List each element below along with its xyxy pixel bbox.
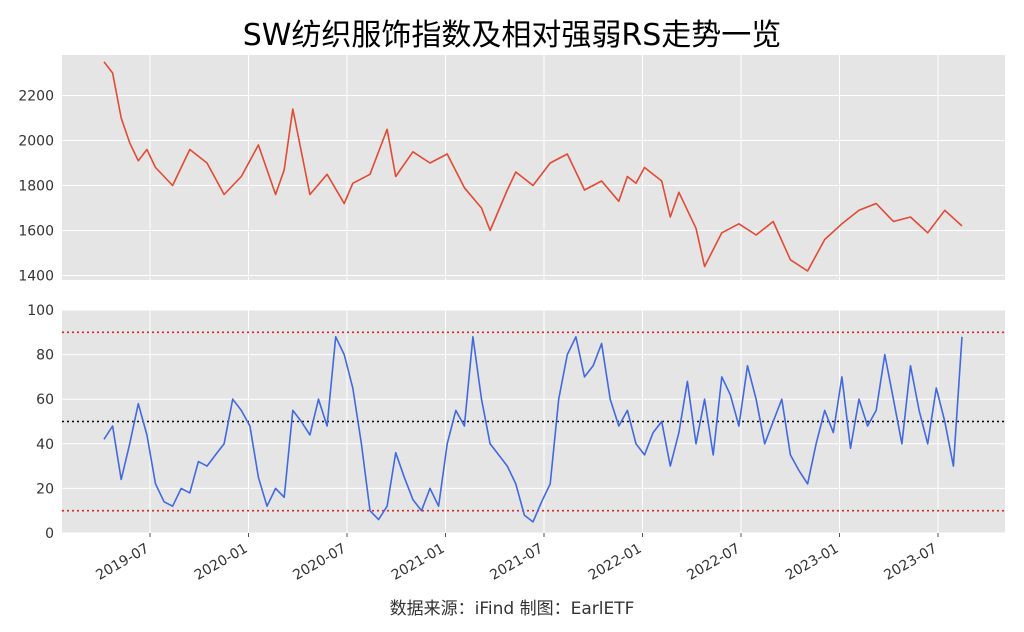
index-series-line <box>103 61 963 272</box>
chart-title: SW纺织服饰指数及相对强弱RS走势一览 <box>242 18 782 53</box>
rs-ytick-label: 80 <box>36 348 54 364</box>
index-plot-area <box>62 55 1005 280</box>
index-ytick-label: 1400 <box>18 269 54 285</box>
xtick-label: 2020-07 <box>290 541 349 584</box>
index-ytick-label: 2200 <box>18 89 54 105</box>
xtick-label: 2023-07 <box>881 541 940 584</box>
rs-ytick-label: 100 <box>27 303 54 319</box>
rs-ytick-label: 60 <box>36 392 54 408</box>
index-ytick-label: 1600 <box>18 224 54 240</box>
index-ytick-label: 2000 <box>18 134 54 150</box>
xtick-label: 2022-01 <box>586 541 645 584</box>
index-ytick-label: 1800 <box>18 179 54 195</box>
xtick-label: 2019-07 <box>93 541 152 584</box>
rs-ytick-label: 40 <box>36 437 54 453</box>
rs-ytick-label: 20 <box>36 481 54 497</box>
xtick-label: 2021-01 <box>389 541 448 584</box>
rs-ytick-label: 0 <box>45 526 54 542</box>
xtick-label: 2023-01 <box>783 541 842 584</box>
xtick-label: 2021-07 <box>487 541 546 584</box>
xtick-label: 2020-01 <box>192 541 251 584</box>
rs-series-line <box>103 335 963 523</box>
xtick-label: 2022-07 <box>684 541 743 584</box>
chart-footer: 数据来源：iFind 制图：EarlETF <box>389 599 635 619</box>
